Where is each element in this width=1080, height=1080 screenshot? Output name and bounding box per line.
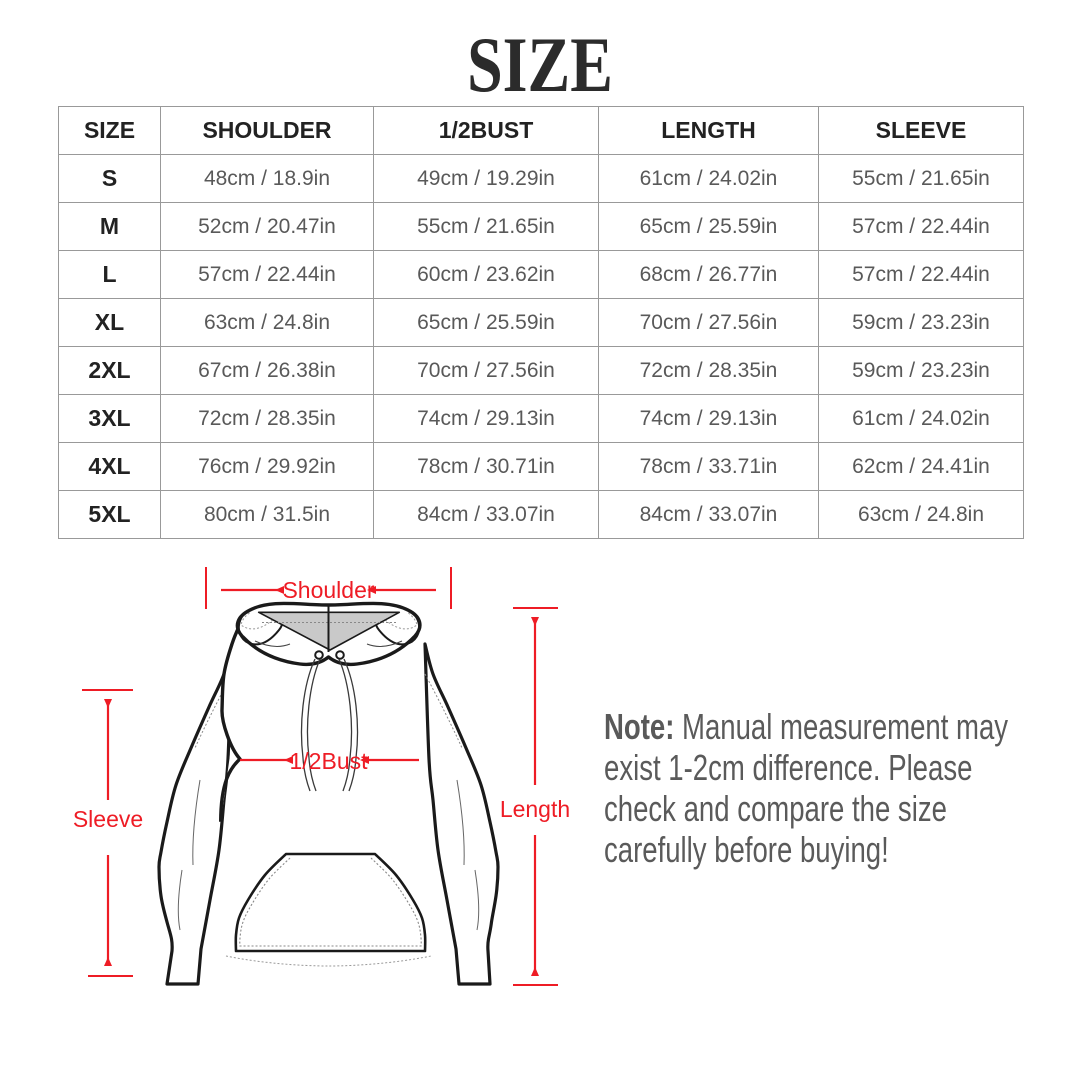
svg-text:Shoulder: Shoulder	[282, 577, 374, 603]
svg-text:Sleeve: Sleeve	[73, 806, 143, 832]
svg-text:1/2Bust: 1/2Bust	[290, 748, 369, 774]
svg-text:Length: Length	[500, 796, 570, 822]
